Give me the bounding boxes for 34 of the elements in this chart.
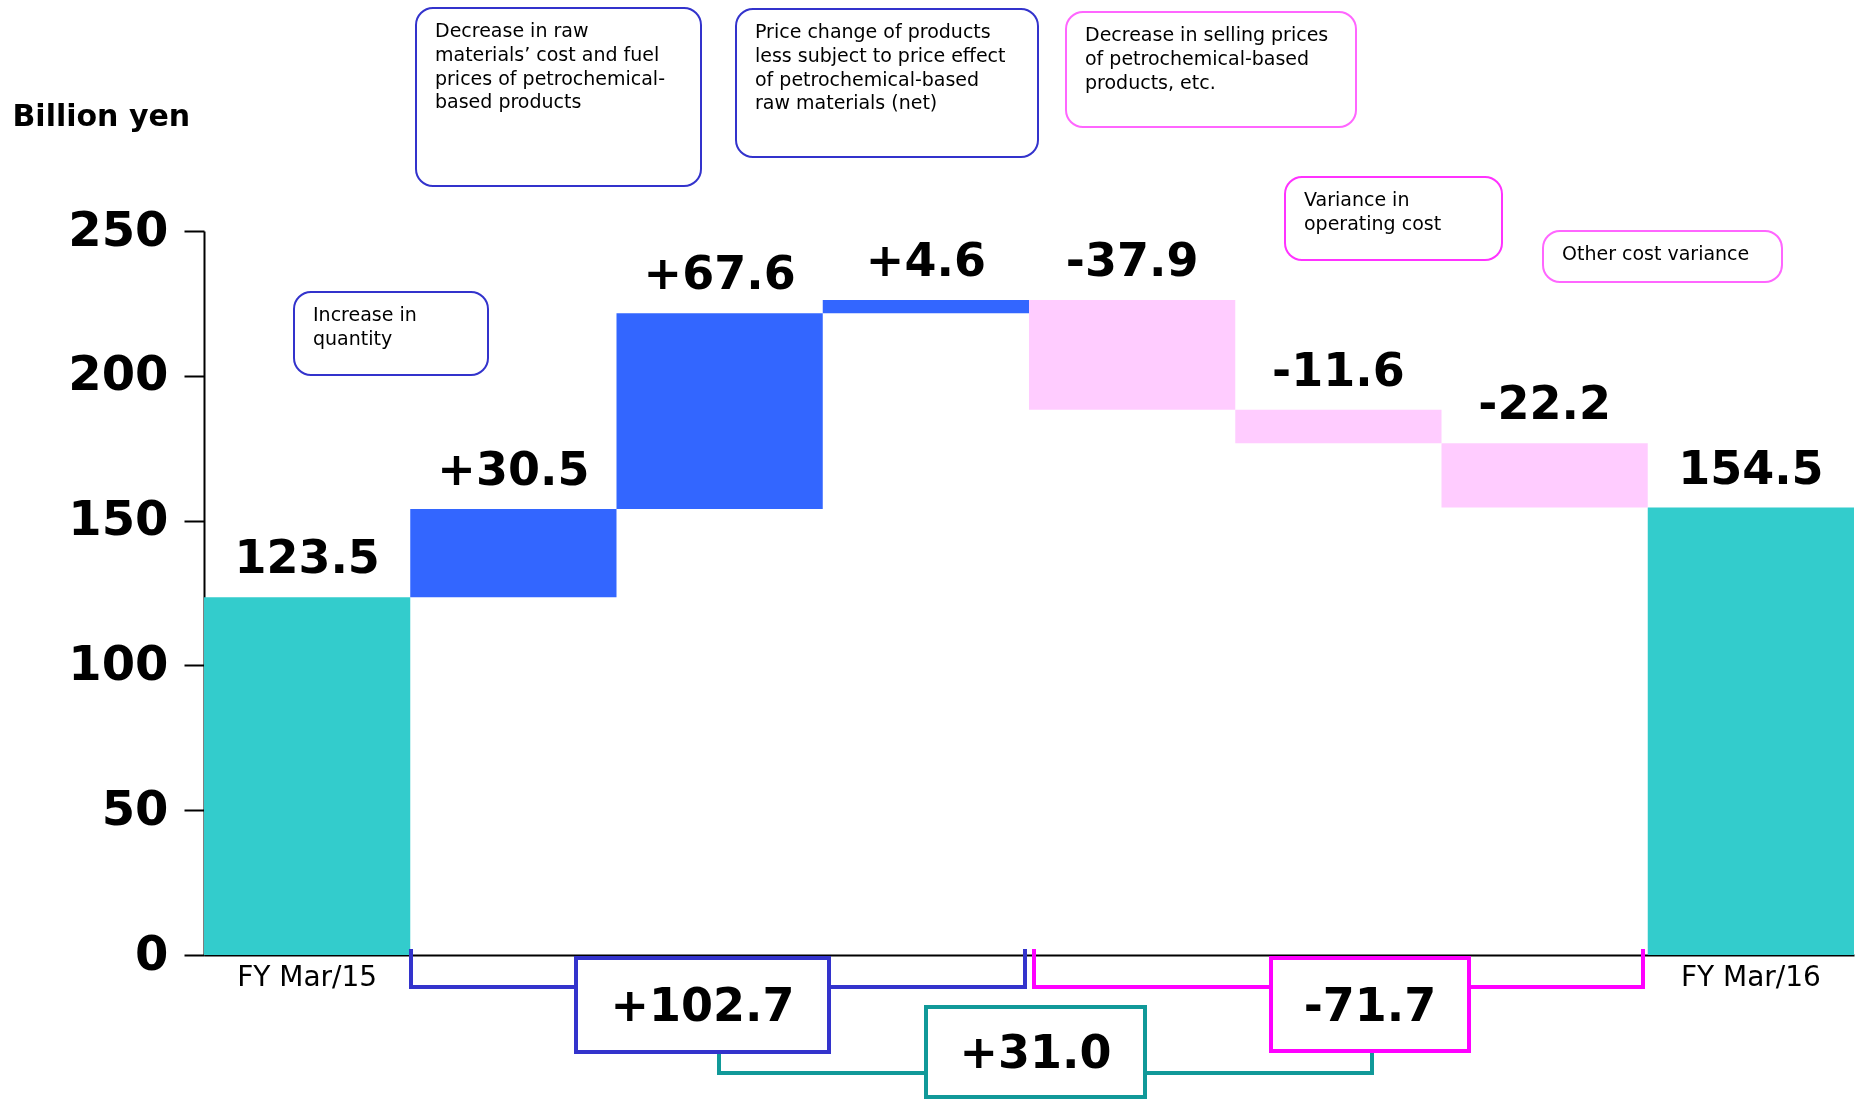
- y-tick-label: 100: [68, 634, 169, 691]
- y-tick-label: 150: [68, 490, 169, 547]
- bar: [1647, 507, 1854, 955]
- y-tick-label: 50: [101, 779, 169, 836]
- bar: [1029, 299, 1236, 410]
- bracket-box: +102.7: [574, 956, 831, 1054]
- y-tick-label: 250: [68, 200, 169, 257]
- speech-bubble: Decrease in selling prices of petrochemical-based products, etc.: [1065, 11, 1357, 128]
- bar: [204, 597, 411, 955]
- data-label: +30.5: [437, 442, 590, 497]
- bar: [616, 313, 823, 510]
- bracket-box: -71.7: [1269, 956, 1471, 1053]
- speech-bubble: Decrease in raw materials’ cost and fuel prices of petrochemical-based products: [415, 7, 702, 187]
- data-label: -11.6: [1272, 342, 1405, 397]
- data-label: 154.5: [1678, 440, 1824, 495]
- x-tick-label: FY Mar/16: [1680, 959, 1821, 993]
- bar: [1441, 443, 1648, 508]
- speech-bubble: Price change of products less subject to price effect of petrochemical-based raw materials (net): [735, 8, 1039, 158]
- data-label: 123.5: [234, 530, 380, 585]
- y-axis-title: Billion yen: [12, 97, 191, 133]
- data-label: -37.9: [1065, 232, 1199, 287]
- bar: [1235, 409, 1442, 444]
- y-tick-label: 0: [135, 924, 169, 981]
- x-tick-label: FY Mar/15: [237, 959, 378, 993]
- y-tick-label: 200: [68, 345, 169, 402]
- bar: [822, 299, 1029, 314]
- data-label: -22.2: [1478, 376, 1611, 431]
- speech-bubble: Variance in operating cost: [1284, 176, 1503, 261]
- bracket-box: +31.0: [924, 1005, 1147, 1099]
- speech-bubble: Other cost variance: [1542, 230, 1783, 283]
- speech-bubble: Increase in quantity: [293, 291, 489, 376]
- bar: [410, 509, 617, 598]
- data-label: +67.6: [643, 246, 796, 301]
- data-label: +4.6: [865, 232, 986, 287]
